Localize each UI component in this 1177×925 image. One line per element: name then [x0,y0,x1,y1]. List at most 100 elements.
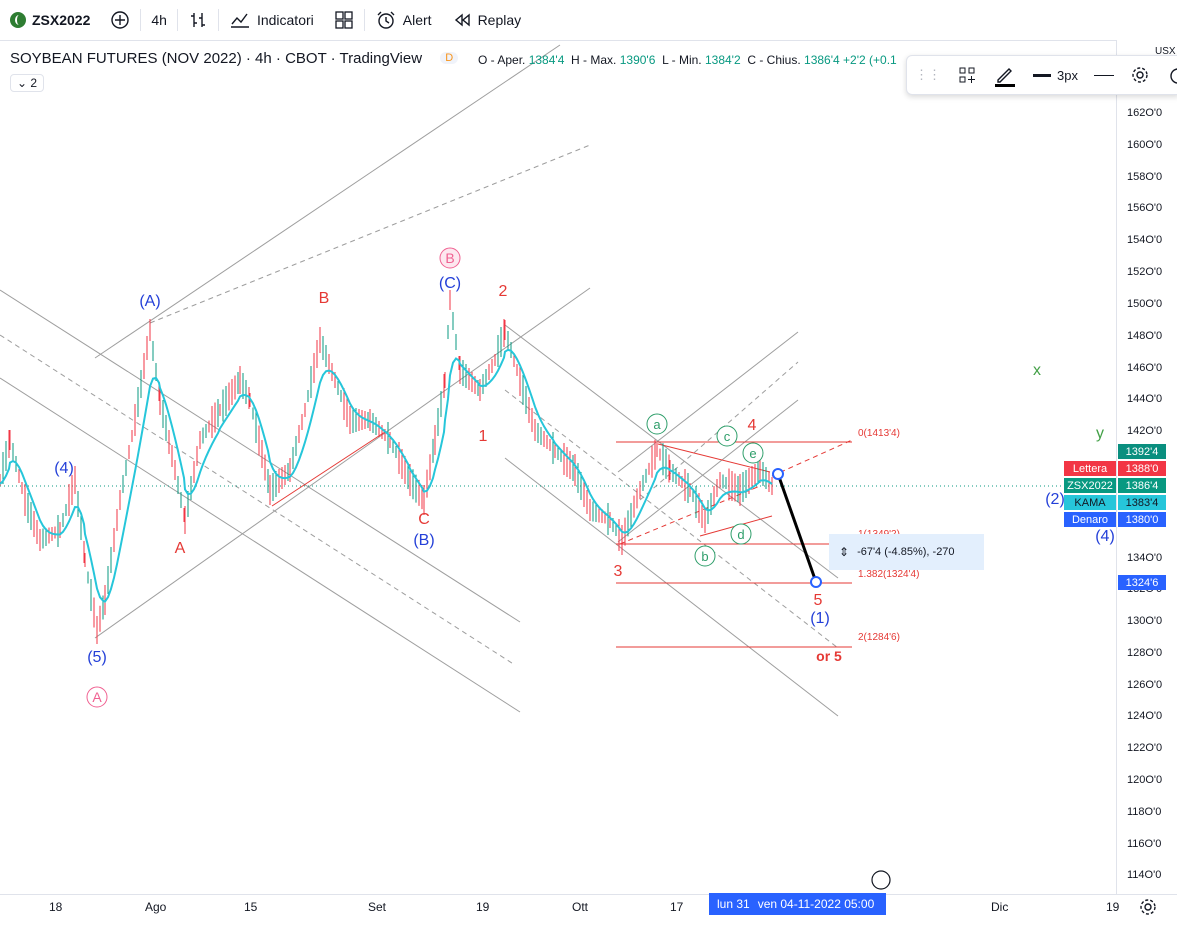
price-axis-label: 142O'0 [1127,425,1163,437]
price-axis-label: 144O'0 [1127,393,1163,405]
line-style-icon [1093,74,1114,76]
price-axis-label: 160O'0 [1127,139,1163,151]
price-axis-label: 152O'0 [1127,266,1163,278]
time-axis-label: 18 [49,900,63,914]
ohlc-o: 1384'4 [528,53,565,67]
compare-button[interactable] [100,0,140,40]
wave-label-4-paren: (4) [54,460,74,477]
time-axis[interactable] [0,894,1177,925]
indicators-label: Indicatori [256,12,314,28]
wave-label-B-red: B [319,290,330,307]
time-tag-right: ven 04-11-2022 05:00 [757,897,875,911]
price-axis-label: 120O'0 [1127,774,1163,786]
kama-line [0,348,773,603]
replay-label: Replay [477,12,522,28]
ohlc-h-label: H - Max. [571,53,617,67]
trend-channels [0,44,839,717]
ohlc-c: 1386'4 [804,53,840,67]
legend-collapse-count: 2 [30,76,38,90]
layout-button[interactable] [324,0,364,40]
ohlc-change: +2'2 (+0.1 [843,53,897,67]
time-axis-label: 19 [1106,900,1120,914]
legend-collapse-button[interactable]: ⌄ 2 [10,74,45,92]
price-tag-symbol-label: ZSX2022 [1064,478,1116,493]
template-icon [959,67,975,83]
ohlc-values: O - Aper. 1384'4 H - Max. 1390'6 L - Min… [478,53,897,67]
price-axis-label: 116O'0 [1127,838,1162,850]
price-axis-label: 118O'0 [1127,806,1162,818]
price-axis-label: 126O'0 [1127,679,1163,691]
projection-start-handle[interactable] [772,468,784,480]
crosshair-time-tag: lun 31 ven 04-11-2022 05:00 [709,893,886,915]
wave-label-1-paren: (1) [810,610,830,627]
fib-label-1382: 1.382(1324'4) [858,569,919,580]
time-axis-label: Ott [572,900,589,914]
alert-label: Alert [402,12,432,28]
price-tag-kama: 1383'4 [1118,495,1166,510]
price-bars [0,290,773,644]
wave-label-1-red: 1 [479,428,488,445]
price-axis-label: 130O'0 [1127,615,1163,627]
chart-settings-gear-icon[interactable] [1138,897,1158,917]
alert-button[interactable]: Alert [365,0,442,40]
ohlc-c-label: C - Chius. [747,53,801,67]
price-axis-label: 128O'0 [1127,647,1163,659]
wave-label-4-paren-right: (4) [1095,528,1115,545]
chart-type-button[interactable] [178,0,218,40]
price-tag-lettera: 1388'0 [1118,461,1166,476]
price-axis-label: 134O'0 [1127,552,1163,564]
go-to-realtime-icon[interactable] [871,870,891,890]
measure-text: -67'4 (-4.85%), -270 [857,546,955,558]
wave-label-a: a [653,417,661,432]
wave-label-2-paren: (2) [1045,491,1065,508]
alert-drawing-button[interactable] [1158,56,1177,94]
price-axis-label: 158O'0 [1127,171,1163,183]
wave-label-4-red: 4 [748,417,757,434]
price-axis-label: 162O'0 [1127,107,1163,119]
wave-label-2-red: 2 [499,283,508,300]
price-tag-lettera-label: Lettera [1064,461,1116,476]
wave-label-A-red: A [175,540,186,557]
wave-label-3-red: 3 [614,563,623,580]
interval-button[interactable]: 4h [151,12,167,28]
price-tag-target: 1324'6 [1118,575,1166,590]
chart-legend: SOYBEAN FUTURES (NOV 2022) · 4h · CBOT ·… [10,50,476,67]
plus-circle-icon [111,11,130,29]
wave-label-x: x [1033,362,1041,379]
price-axis-label: 154O'0 [1127,234,1163,246]
template-button[interactable] [949,56,985,94]
alarm-clock-icon [377,11,395,29]
price-axis-label: 150O'0 [1127,298,1163,310]
price-axis-label: 146O'0 [1127,362,1163,374]
time-axis-label: 15 [244,900,258,914]
measure-tooltip: ⇕ -67'4 (-4.85%), -270 [829,534,984,570]
wave-label-C-paren: (C) [439,275,461,292]
wave-label-A-circle: A [92,689,102,705]
ohlc-o-label: O - Aper. [478,53,526,67]
time-axis-label: 17 [670,900,684,914]
price-tag-denaro: 1380'0 [1118,512,1166,527]
line-width-icon [1033,73,1051,77]
legend-status-badge: D [440,52,459,64]
settings-button[interactable] [1122,56,1158,94]
line-style-button[interactable] [1086,56,1122,94]
replay-button[interactable]: Replay [442,0,532,40]
wave-label-B-paren: (B) [413,532,434,549]
line-width-button[interactable]: 3px [1025,56,1086,94]
pencil-icon [995,68,1015,87]
chart-canvas[interactable]: 0(1413'4) 1(1349'2) 1.382(1324'4) 2(1284… [0,40,1116,894]
price-tag-last: 1386'4 [1118,478,1166,493]
projection-end-handle[interactable] [810,576,822,588]
price-axis-label: 156O'0 [1127,202,1163,214]
price-tag-high: 1392'4 [1118,444,1166,459]
drag-handle[interactable]: ⋮⋮ [915,67,941,82]
ohlc-l-label: L - Min. [662,53,702,67]
symbol-search[interactable]: ZSX2022 [0,0,100,40]
indicators-button[interactable]: Indicatori [219,0,324,40]
ohlc-l: 1384'2 [704,53,741,67]
alarm-clock-icon [1170,68,1177,84]
time-tag-left: lun 31 [717,897,750,911]
price-axis-label: 124O'0 [1127,710,1163,722]
line-color-button[interactable] [985,56,1025,94]
time-axis-label: Dic [991,900,1009,914]
